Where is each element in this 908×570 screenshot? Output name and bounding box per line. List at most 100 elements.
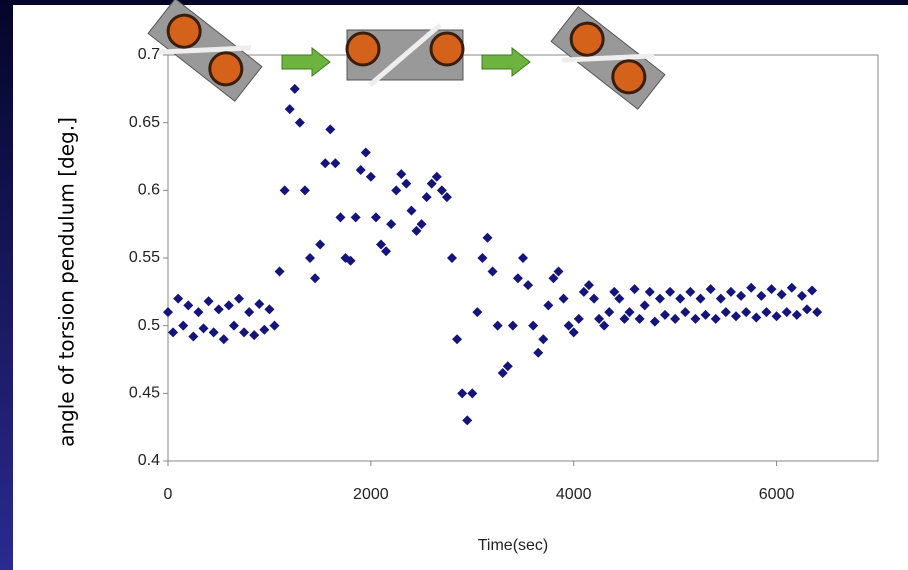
data-point	[411, 225, 422, 236]
data-point	[690, 313, 701, 324]
data-point	[421, 192, 432, 203]
y-tick-label: 0.65	[129, 114, 160, 131]
data-point	[315, 239, 326, 250]
data-point	[436, 185, 447, 196]
data-point	[725, 286, 736, 297]
data-point	[406, 205, 417, 216]
panel	[13, 5, 908, 570]
data-point	[639, 300, 650, 311]
data-point	[183, 300, 194, 311]
data-point	[705, 284, 716, 295]
data-point	[502, 361, 513, 372]
data-point	[279, 185, 290, 196]
x-tick-label: 6000	[759, 486, 795, 503]
data-point	[599, 320, 610, 331]
data-point	[330, 158, 341, 169]
data-point	[360, 147, 371, 158]
data-point	[507, 320, 518, 331]
y-tick-label: 0.6	[138, 182, 160, 199]
y-tick-label: 0.4	[138, 452, 160, 469]
data-point	[660, 309, 670, 320]
data-point	[731, 311, 741, 322]
y-tick-label: 0.55	[129, 249, 160, 266]
pendulum-illustrations	[147, 0, 666, 110]
data-point	[482, 232, 493, 243]
data-point	[644, 286, 655, 297]
data-point	[512, 273, 523, 284]
data-point	[802, 304, 812, 315]
data-point	[274, 266, 285, 277]
data-point	[741, 307, 752, 318]
data-point	[751, 312, 762, 323]
data-point	[355, 165, 366, 176]
data-point	[624, 307, 635, 318]
data-point	[680, 307, 691, 318]
y-tick-label: 0.7	[138, 46, 160, 63]
data-point	[700, 309, 711, 320]
data-point	[629, 284, 640, 295]
data-point	[163, 307, 173, 318]
data-point	[310, 273, 321, 284]
data-point	[370, 212, 381, 223]
data-point	[791, 309, 802, 320]
data-point	[299, 185, 310, 196]
data-point	[568, 327, 579, 338]
data-point	[188, 331, 199, 342]
data-point	[198, 323, 209, 334]
y-tick-label: 0.5	[138, 317, 160, 334]
data-point	[497, 368, 508, 379]
x-tick-label: 0	[164, 486, 173, 503]
data-point	[548, 273, 559, 284]
data-point	[345, 255, 356, 266]
data-point	[244, 307, 255, 318]
data-point	[675, 293, 686, 304]
data-point	[365, 171, 376, 182]
data-point	[401, 178, 412, 189]
data-point	[528, 320, 539, 331]
data-point	[249, 330, 260, 341]
y-axis-label: angle of torsion pendulum [deg.]	[55, 117, 79, 447]
data-point	[168, 327, 179, 338]
data-point	[381, 246, 392, 257]
data-point	[807, 285, 818, 296]
data-point	[665, 286, 676, 297]
data-point	[462, 415, 473, 426]
data-point	[756, 290, 767, 301]
data-point	[416, 219, 427, 230]
data-point	[720, 307, 731, 318]
data-point	[228, 320, 239, 331]
data-point	[320, 158, 331, 169]
data-point	[583, 280, 594, 291]
data-point	[239, 327, 250, 338]
data-point	[781, 307, 792, 318]
data-point	[609, 286, 620, 297]
data-point	[553, 266, 564, 277]
data-point	[284, 104, 295, 115]
data-point	[208, 327, 219, 338]
data-point	[391, 185, 402, 196]
data-point	[695, 293, 706, 304]
data-point	[736, 290, 747, 301]
data-point	[477, 253, 488, 263]
data-point	[796, 290, 807, 301]
data-point	[543, 300, 554, 311]
data-point	[589, 293, 599, 304]
data-point	[254, 299, 265, 310]
data-point	[715, 293, 726, 304]
data-point	[325, 124, 336, 135]
data-point	[259, 324, 270, 335]
data-point	[294, 117, 305, 128]
data-point	[533, 347, 544, 358]
data-point	[619, 313, 630, 324]
data-point	[213, 304, 224, 315]
data-point	[289, 83, 300, 94]
data-point	[538, 334, 549, 345]
x-tick-label: 2000	[353, 486, 389, 503]
data-point	[335, 212, 346, 223]
data-point	[447, 253, 457, 263]
data-point	[178, 320, 189, 331]
data-point	[173, 293, 184, 304]
data-point	[746, 282, 757, 293]
data-point	[441, 192, 452, 203]
data-point	[649, 316, 660, 327]
